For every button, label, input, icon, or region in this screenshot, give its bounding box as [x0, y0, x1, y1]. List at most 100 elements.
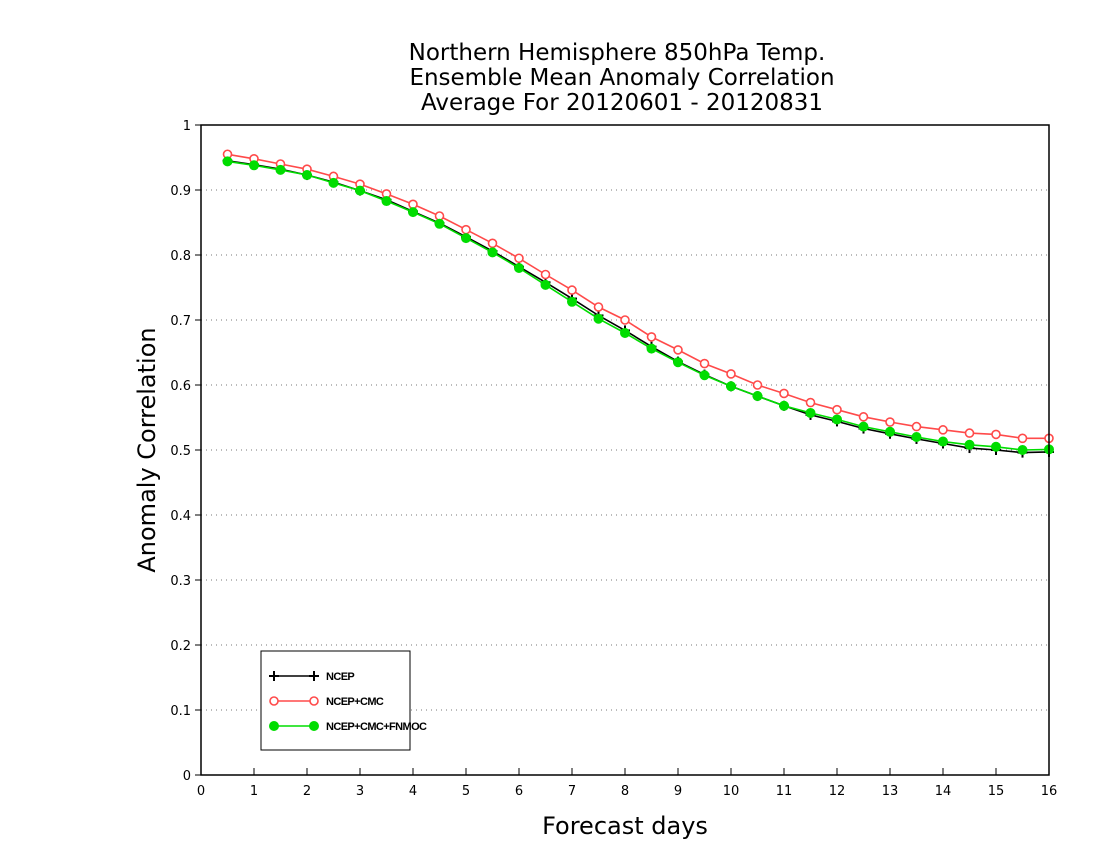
series-1-point-11: [514, 253, 524, 264]
series-2-point-23: [832, 414, 842, 425]
series-2-point-1: [249, 160, 259, 171]
legend-item-1: NCEP+CMC: [269, 696, 384, 708]
series-1-point-25: [885, 417, 895, 427]
series-1-point-20: [752, 380, 763, 390]
series-2-point-10: [487, 247, 498, 258]
series-1-point-17: [673, 345, 683, 355]
series-2-point-7: [408, 207, 418, 218]
series-2-point-21: [779, 400, 789, 411]
series-2: [222, 156, 1054, 455]
x-tick-label-12: 12: [829, 784, 846, 799]
series-line-1: [227, 153, 1049, 440]
x-tick-label-13: 13: [882, 784, 899, 799]
y-tick-label-5: 0.5: [170, 444, 191, 459]
series-1-point-16: [646, 332, 657, 342]
y-tick-label-1: 0.1: [170, 704, 191, 719]
y-tick-label-6: 0.6: [170, 379, 191, 394]
series-2-point-26: [911, 432, 922, 442]
series-2-point-22: [805, 407, 816, 418]
x-tick-label-9: 9: [674, 784, 682, 799]
x-tick-label-7: 7: [568, 784, 576, 799]
series-1-point-21: [779, 388, 789, 399]
legend-items: NCEP NCEP+CMC NCEP+CMC+FNMOC: [269, 671, 428, 733]
series-2-point-16: [646, 343, 657, 354]
series-0: [222, 155, 1054, 458]
y-tick-label-8: 0.8: [170, 249, 191, 264]
series-2-point-8: [434, 218, 445, 229]
y-axis-title: Anomaly Correlation: [133, 327, 161, 572]
legend-marker-start-1: [269, 696, 279, 706]
series-2-point-25: [885, 426, 895, 437]
chart-title-line-3: Average For 20120601 - 20120831: [421, 90, 823, 116]
y-tick-label-9: 0.9: [170, 184, 191, 199]
x-tick-label-8: 8: [621, 784, 629, 799]
chart-title-line-2: Ensemble Mean Anomaly Correlation: [409, 65, 834, 91]
x-tick-label-4: 4: [409, 784, 417, 799]
series-1-point-24: [858, 412, 869, 422]
series-1-point-14: [593, 302, 604, 312]
series-1-point-29: [991, 429, 1001, 440]
y-tick-label-3: 0.3: [170, 574, 191, 589]
x-tick-label-11: 11: [776, 784, 793, 799]
legend-label-2: NCEP+CMC+FNMOC: [326, 721, 427, 733]
y-tick-label-0: 0: [183, 769, 191, 784]
series-2-point-30: [1017, 445, 1028, 455]
series-lines: [222, 149, 1054, 458]
x-tick-label-5: 5: [462, 784, 470, 799]
series-2-point-15: [620, 328, 630, 338]
series-1-point-26: [911, 421, 922, 432]
legend-marker-start-2: [269, 721, 279, 731]
series-1-point-23: [832, 404, 842, 415]
chart-title: Northern Hemisphere 850hPa Temp. Ensembl…: [409, 40, 835, 116]
x-tick-label-6: 6: [515, 784, 523, 799]
series-1-point-27: [938, 425, 948, 435]
x-tick-label-15: 15: [988, 784, 1005, 799]
series-2-point-3: [302, 170, 312, 181]
series-1-point-13: [567, 285, 577, 295]
legend-marker-end-1: [309, 696, 319, 706]
legend-marker-start-0: [269, 671, 279, 681]
series-1-point-28: [964, 428, 975, 438]
x-tick-label-1: 1: [250, 784, 258, 799]
y-tick-label-7: 0.7: [170, 314, 191, 329]
x-tick-label-3: 3: [356, 784, 364, 799]
axes: 0 1 2 3 4 5 6 7 8 9 10 11 12 13 14 15 1600.10.20.30.40.5…: [170, 119, 1057, 799]
legend-marker-end-0: [309, 671, 319, 681]
legend-label-0: NCEP: [326, 671, 354, 683]
y-tick-label-2: 0.2: [170, 639, 191, 654]
series-2-point-27: [938, 436, 948, 447]
series-2-point-28: [964, 439, 975, 450]
series-2-point-5: [355, 185, 365, 196]
series-1-point-12: [540, 269, 551, 280]
x-tick-label-0: 0: [197, 784, 205, 799]
series-2-point-12: [540, 279, 551, 290]
x-axis-title: Forecast days: [542, 812, 708, 840]
x-tick-label-2: 2: [303, 784, 311, 799]
legend-item-2: NCEP+CMC+FNMOC: [269, 721, 428, 733]
series-1-point-15: [620, 315, 630, 325]
x-tick-label-16: 16: [1041, 784, 1058, 799]
y-tick-label-4: 0.4: [170, 509, 191, 524]
legend-item-0: NCEP: [269, 671, 355, 683]
series-1: [222, 149, 1054, 444]
series-2-point-17: [673, 357, 683, 368]
legend-label-1: NCEP+CMC: [326, 696, 384, 708]
plot-frame: [200, 124, 1050, 776]
x-tick-label-14: 14: [935, 784, 952, 799]
series-1-point-30: [1017, 433, 1028, 444]
series-2-point-4: [328, 177, 339, 188]
series-1-point-22: [805, 397, 816, 408]
series-2-point-11: [514, 263, 524, 273]
series-2-point-13: [567, 296, 577, 307]
series-2-point-24: [858, 421, 869, 432]
series-1-point-19: [726, 369, 736, 379]
series-2-point-9: [461, 233, 471, 244]
grid-lines: [201, 189, 1049, 711]
series-2-point-2: [275, 164, 286, 175]
legend-marker-end-2: [309, 721, 319, 731]
series-2-point-29: [991, 441, 1001, 452]
x-tick-label-10: 10: [723, 784, 740, 799]
series-1-point-10: [487, 238, 498, 249]
series-1-point-9: [461, 224, 471, 235]
